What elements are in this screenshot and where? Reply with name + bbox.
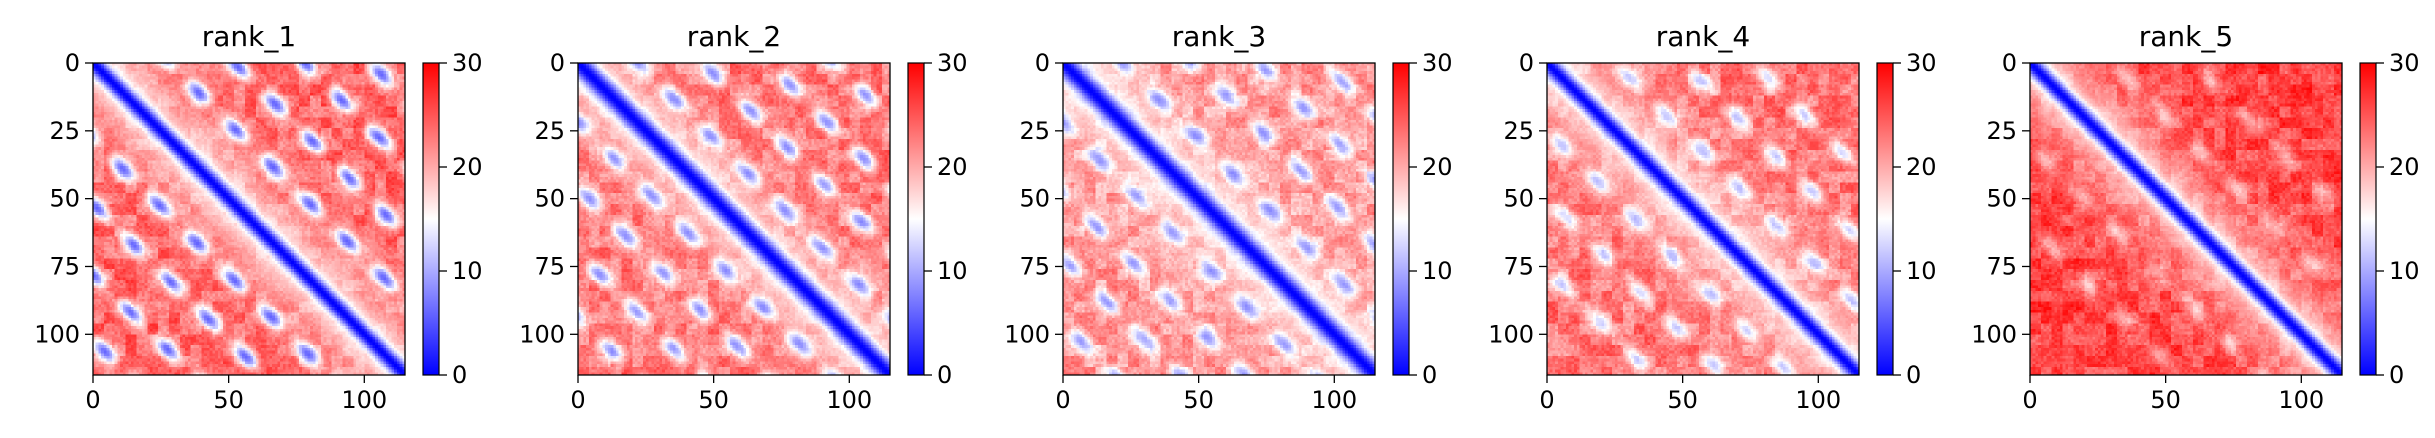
colorbar-tick-label: 0 [1906,361,1921,389]
y-tick-label: 100 [1488,320,1534,348]
colorbar-tick-label: 20 [1422,153,1453,181]
colorbar-tick-label: 0 [1422,361,1437,389]
y-tick-label: 50 [1019,185,1050,213]
y-tick-label: 25 [1019,117,1050,145]
heatmap-image [1547,63,1859,375]
y-tick-label: 50 [1503,185,1534,213]
y-tick-label: 100 [34,320,80,348]
colorbar-tick-label: 0 [452,361,467,389]
colorbar [422,62,440,376]
colorbar-tick-label: 30 [1422,49,1453,77]
y-tick-label: 50 [1986,185,2017,213]
y-tick-label: 25 [1503,117,1534,145]
heatmap-image [93,63,405,375]
plot-frame [92,62,406,376]
y-tick-label: 100 [1004,320,1050,348]
heatmap-image [578,63,890,375]
y-tick-label: 75 [49,252,80,280]
x-tick-label: 100 [1795,386,1841,414]
colorbar-tick-label: 10 [1906,257,1937,285]
heatmap-image [2030,63,2342,375]
y-tick-label: 100 [519,320,565,348]
chart-panel-1: rank_1 0 50 100 0 25 50 75 100 0 10 20 30 [34,20,482,414]
colorbar-tick-label: 10 [937,257,968,285]
plot-frame [2029,62,2343,376]
x-tick-label: 0 [1539,386,1554,414]
chart-panel-4: rank_4 0 50 100 0 25 50 75 100 0 10 20 30 [1488,20,1936,414]
chart-panel-3: rank_3 0 50 100 0 25 50 75 100 0 10 20 30 [1004,20,1452,414]
y-tick-label: 75 [1986,252,2017,280]
x-tick-label: 0 [1055,386,1070,414]
colorbar [1392,62,1410,376]
chart-title: rank_1 [202,20,296,53]
plot-frame [1062,62,1376,376]
y-tick-label: 50 [49,185,80,213]
x-tick-label: 100 [341,386,387,414]
chart-title: rank_3 [1172,20,1266,53]
x-tick-label: 0 [85,386,100,414]
x-tick-label: 50 [1183,386,1214,414]
x-tick-label: 50 [213,386,244,414]
chart-panel-2: rank_2 0 50 100 0 25 50 75 100 0 10 20 30 [519,20,967,414]
x-tick-label: 100 [1311,386,1357,414]
colorbar-tick-label: 20 [452,153,483,181]
colorbar-tick-label: 10 [1422,257,1453,285]
y-tick-label: 25 [1986,117,2017,145]
x-tick-label: 0 [2022,386,2037,414]
y-tick-label: 25 [49,117,80,145]
colorbar [1876,62,1894,376]
y-tick-label: 0 [2002,49,2017,77]
colorbar-tick-label: 20 [937,153,968,181]
x-tick-label: 100 [2278,386,2324,414]
plot-frame [1546,62,1860,376]
y-tick-label: 75 [1503,252,1534,280]
colorbar-tick-label: 30 [2389,49,2420,77]
heatmap-image [1063,63,1375,375]
chart-panel-5: rank_5 0 50 100 0 25 50 75 100 0 10 20 30 [1971,20,2419,414]
y-tick-label: 75 [534,252,565,280]
chart-title: rank_4 [1656,20,1750,53]
y-tick-label: 0 [1035,49,1050,77]
y-tick-label: 0 [65,49,80,77]
colorbar-tick-label: 10 [2389,257,2420,285]
colorbar-tick-label: 20 [1906,153,1937,181]
colorbar-tick-label: 10 [452,257,483,285]
colorbar-tick-label: 30 [937,49,968,77]
y-tick-label: 75 [1019,252,1050,280]
y-tick-label: 100 [1971,320,2017,348]
colorbar-tick-label: 30 [1906,49,1937,77]
colorbar-tick-label: 0 [2389,361,2404,389]
chart-title: rank_2 [687,20,781,53]
colorbar [907,62,925,376]
colorbar-tick-label: 0 [937,361,952,389]
colorbar-tick-label: 20 [2389,153,2420,181]
plot-frame [577,62,891,376]
colorbar [2359,62,2377,376]
colorbar-tick-label: 30 [452,49,483,77]
y-tick-label: 0 [1519,49,1534,77]
x-tick-label: 0 [570,386,585,414]
y-tick-label: 0 [550,49,565,77]
x-tick-label: 50 [698,386,729,414]
chart-title: rank_5 [2139,20,2233,53]
y-tick-label: 25 [534,117,565,145]
x-tick-label: 50 [2150,386,2181,414]
y-tick-label: 50 [534,185,565,213]
x-tick-label: 100 [826,386,872,414]
x-tick-label: 50 [1667,386,1698,414]
